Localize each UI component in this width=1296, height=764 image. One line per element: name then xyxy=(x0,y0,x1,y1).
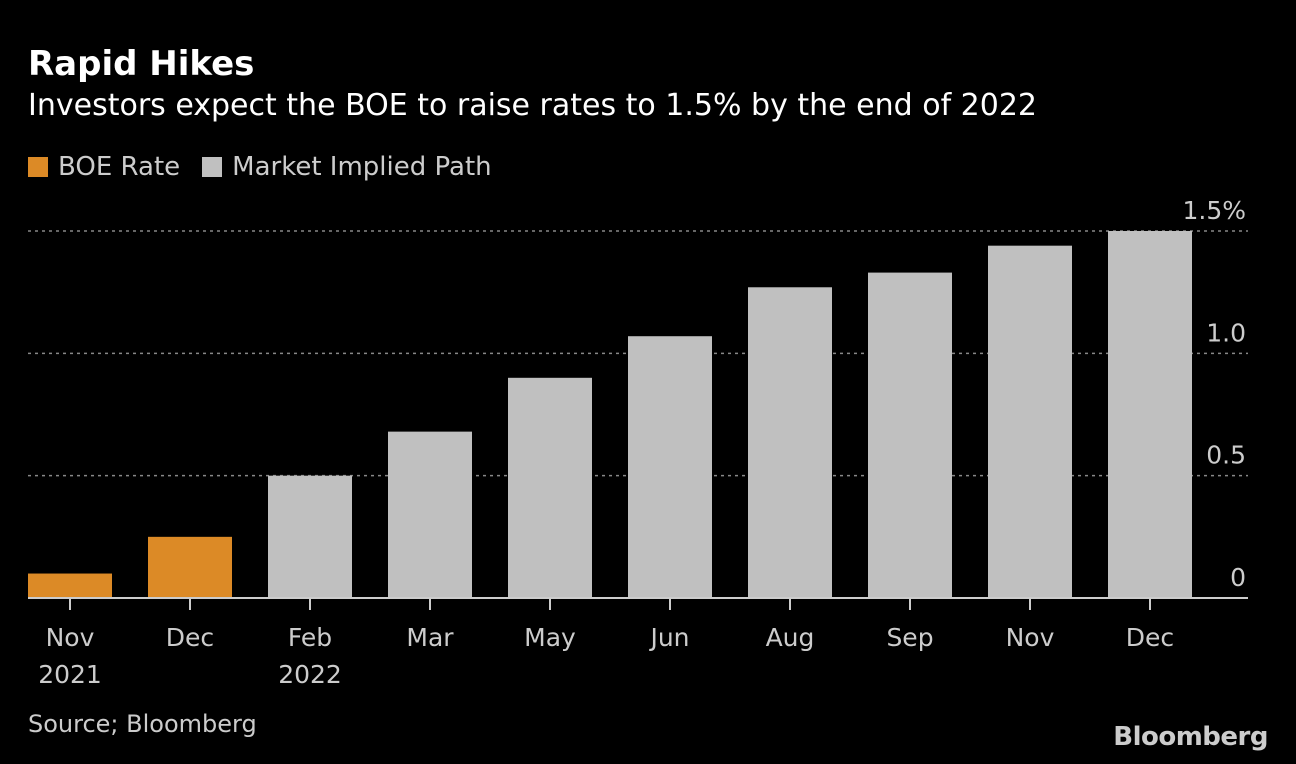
legend-swatch-market-implied xyxy=(202,157,223,177)
bar xyxy=(628,336,712,598)
y-tick-label: 0 xyxy=(1230,563,1246,592)
bar xyxy=(748,287,832,598)
x-tick-year-label: 2022 xyxy=(278,660,342,689)
bar xyxy=(508,377,592,598)
legend-swatch-boe-rate xyxy=(28,157,48,177)
chart-title: Rapid Hikes xyxy=(28,44,255,84)
x-tick-label: Feb xyxy=(288,623,332,652)
x-tick-label: Dec xyxy=(1126,623,1174,652)
bar xyxy=(868,272,952,598)
x-tick-label: Aug xyxy=(766,623,815,652)
legend: BOE Rate Market Implied Path xyxy=(28,152,492,182)
x-tick-label: Mar xyxy=(406,623,454,652)
x-tick-year-label: 2021 xyxy=(38,660,102,689)
bar xyxy=(388,431,472,598)
y-tick-label: 1.5% xyxy=(1182,196,1246,225)
chart-subtitle: Investors expect the BOE to raise rates … xyxy=(28,88,1038,123)
x-tick-label: Sep xyxy=(886,623,933,652)
x-tick-label: Jun xyxy=(648,623,689,652)
y-tick-label: 1.0 xyxy=(1206,318,1246,347)
x-tick-label: Nov xyxy=(1006,623,1055,652)
legend-item-boe-rate: BOE Rate xyxy=(28,152,180,182)
bar xyxy=(28,573,112,598)
legend-item-market-implied-path: Market Implied Path xyxy=(202,152,492,182)
x-tick-label: Nov xyxy=(46,623,95,652)
source-note: Source; Bloomberg xyxy=(28,710,257,738)
x-tick-label: Dec xyxy=(166,623,214,652)
bar xyxy=(1108,231,1192,598)
bar xyxy=(268,475,352,598)
legend-label: Market Implied Path xyxy=(232,152,492,182)
bar xyxy=(148,536,232,598)
x-tick-label: May xyxy=(524,623,576,652)
legend-label: BOE Rate xyxy=(58,152,181,182)
bar xyxy=(988,245,1072,598)
y-tick-label: 0.5 xyxy=(1206,441,1246,470)
bloomberg-logo: Bloomberg xyxy=(1113,722,1268,752)
